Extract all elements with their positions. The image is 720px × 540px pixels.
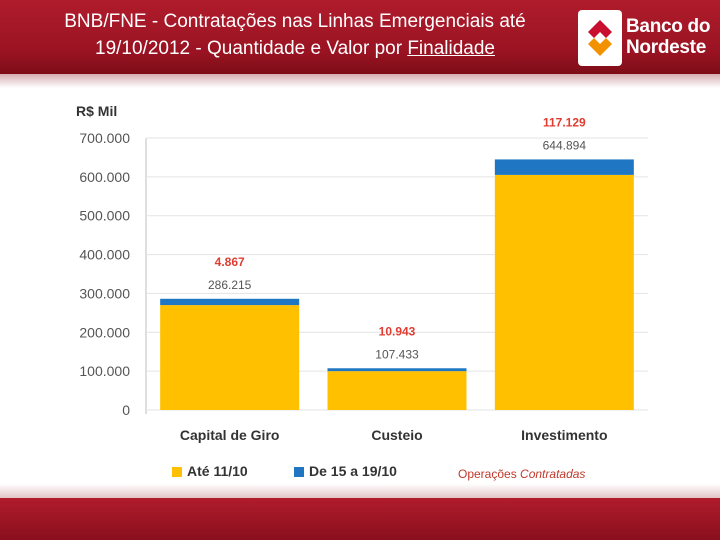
title-line-2: 19/10/2012 - Quantidade e Valor por Fina… <box>10 35 580 62</box>
title-line-2-underlined: Finalidade <box>407 38 495 59</box>
footer-shadow <box>0 484 720 498</box>
legend-item-series-2: De 15 a 19/10 <box>294 463 397 479</box>
logo-text: Banco do Nordeste <box>626 16 710 58</box>
operations-note: Operações Contratadas <box>458 467 585 481</box>
y-tick-label: 0 <box>122 402 130 418</box>
y-tick-label: 700.000 <box>79 130 130 146</box>
legend-swatch-series-1 <box>172 467 182 477</box>
label-layer: 0 100.000 200.000 300.000 400.000 500.000 600.… <box>79 115 607 443</box>
logo-line-2: Nordeste <box>626 37 706 58</box>
y-tick-label: 400.000 <box>79 247 130 263</box>
legend-label-series-2: De 15 a 19/10 <box>309 463 397 479</box>
x-category-label: Investimento <box>521 427 607 443</box>
total-value-label: 286.215 <box>208 278 252 292</box>
bar-segment <box>494 174 634 410</box>
bnb-logo-icon <box>578 10 622 66</box>
total-value-label: 107.433 <box>375 347 419 361</box>
y-tick-label: 500.000 <box>79 208 130 224</box>
x-category-label: Custeio <box>371 427 422 443</box>
page-title: BNB/FNE - Contratações nas Linhas Emerge… <box>10 8 580 62</box>
y-tick-label: 200.000 <box>79 324 130 340</box>
y-tick-label: 600.000 <box>79 169 130 185</box>
bar-segment <box>160 305 300 410</box>
note-prefix: Operações <box>458 467 521 481</box>
banco-do-nordeste-logo: Banco do Nordeste <box>578 10 713 68</box>
title-line-2-prefix: 19/10/2012 - Quantidade e Valor por <box>95 38 408 59</box>
y-tick-label: 100.000 <box>79 363 130 379</box>
title-line-1: BNB/FNE - Contratações nas Linhas Emerge… <box>64 11 526 32</box>
logo-line-1: Banco do <box>626 16 711 37</box>
count-value-label: 117.129 <box>543 115 586 129</box>
y-axis-label: R$ Mil <box>76 103 117 119</box>
legend-swatch-series-2 <box>294 467 304 477</box>
bar-segment <box>160 298 300 306</box>
legend-item-series-1: Até 11/10 <box>172 463 248 479</box>
bar-segment <box>327 368 467 372</box>
note-italic: Contratadas <box>520 467 586 481</box>
count-value-label: 10.943 <box>379 324 416 338</box>
total-value-label: 644.894 <box>543 138 587 152</box>
bar-layer <box>160 159 634 410</box>
count-value-label: 4.867 <box>215 255 245 269</box>
header-shadow <box>0 74 720 88</box>
x-category-label: Capital de Giro <box>180 427 280 443</box>
y-tick-label: 300.000 <box>79 285 130 301</box>
footer-bar <box>0 498 720 540</box>
bar-segment <box>494 159 634 175</box>
legend-label-series-1: Até 11/10 <box>187 463 248 479</box>
bar-segment <box>327 371 467 410</box>
